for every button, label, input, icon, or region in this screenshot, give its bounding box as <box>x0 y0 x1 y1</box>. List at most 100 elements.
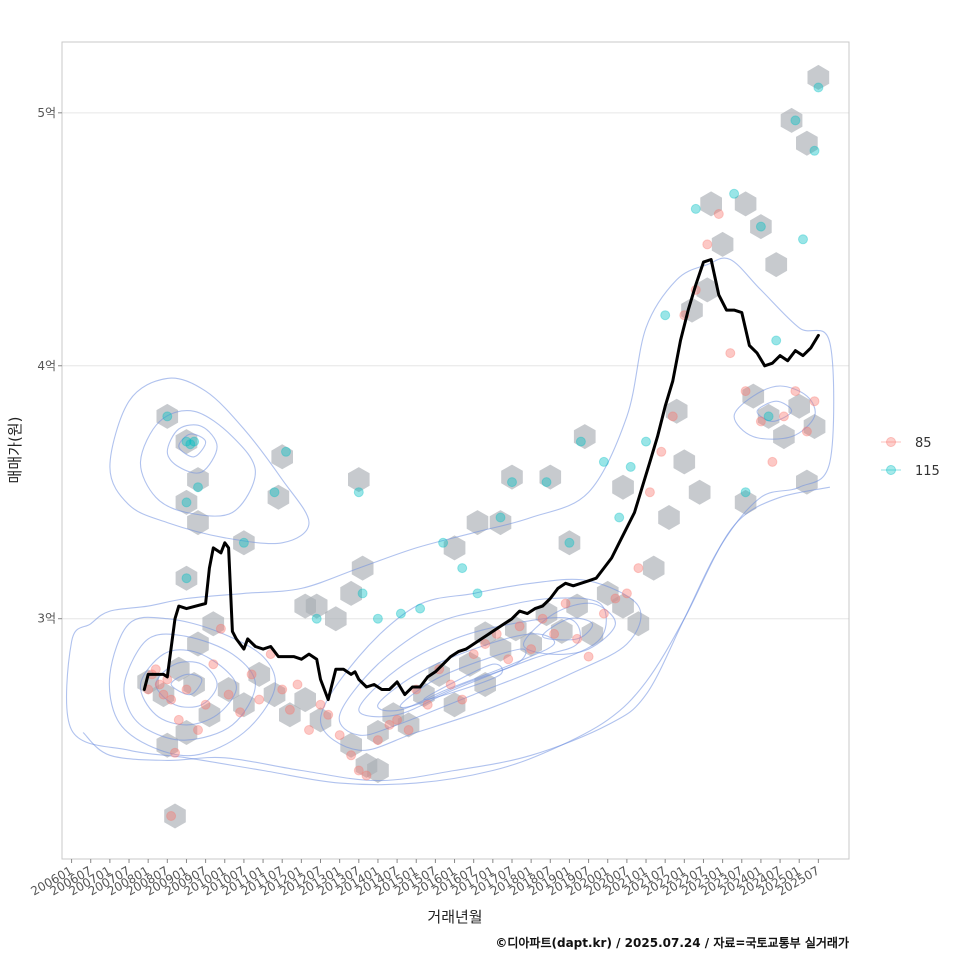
point-85-66 <box>809 396 820 407</box>
hexbin-50 <box>734 191 757 217</box>
density-contour-3 <box>139 410 256 517</box>
density-contour-17 <box>522 602 616 655</box>
point-115-28 <box>660 310 671 321</box>
hexbin-10 <box>233 692 255 718</box>
hexbin-45 <box>665 398 688 424</box>
point-115-31 <box>755 221 766 232</box>
hexbin-43 <box>673 449 696 475</box>
point-115-32 <box>771 335 782 346</box>
point-115-20 <box>507 477 517 488</box>
point-115-13 <box>372 613 383 624</box>
point-115-3 <box>189 436 200 447</box>
density-contour-20 <box>756 400 793 422</box>
hexbin-53 <box>780 107 803 133</box>
hexbin-3 <box>183 672 205 697</box>
point-115-16 <box>438 537 449 548</box>
point-85-46 <box>572 633 583 644</box>
density-contour-18 <box>542 617 594 641</box>
source-caption: ©디아파트(dapt.kr) / 2025.07.24 / 자료=국토교통부 실… <box>495 935 849 950</box>
point-115-18 <box>472 588 483 599</box>
point-85-25 <box>346 750 357 761</box>
point-85-37 <box>468 649 479 660</box>
point-115-15 <box>415 603 426 614</box>
point-115-23 <box>575 436 586 447</box>
point-85-19 <box>284 704 295 715</box>
point-85-41 <box>514 621 525 632</box>
density-contour-13 <box>358 617 581 718</box>
hexbin-5 <box>175 720 198 745</box>
hexbin-83 <box>367 758 389 783</box>
hexbin-4 <box>198 702 221 728</box>
hexbin-64 <box>175 429 198 455</box>
hexbin-58 <box>773 424 795 450</box>
legend-label-85: 85 <box>915 436 932 451</box>
density-contour-10 <box>170 673 203 696</box>
hexbin-66 <box>175 489 198 515</box>
series-85 <box>143 209 820 821</box>
point-85-58 <box>713 209 724 219</box>
point-85-57 <box>702 239 713 250</box>
hexbin-41 <box>642 555 665 581</box>
point-115-6 <box>181 573 192 584</box>
hexbin-79 <box>489 510 512 536</box>
hexbin-80 <box>612 474 634 500</box>
point-115-26 <box>625 461 636 472</box>
point-85-48 <box>598 608 609 619</box>
point-115-17 <box>457 563 468 574</box>
point-115-36 <box>813 82 824 93</box>
point-85-10 <box>200 699 211 710</box>
hexbin-59 <box>788 393 810 419</box>
hexbin-54 <box>796 130 818 156</box>
y-tick-label-0: 3억 <box>37 612 56 626</box>
point-115-38 <box>740 487 751 498</box>
hexbin-74 <box>539 464 562 490</box>
hexbin-55 <box>807 64 830 90</box>
hexbin-76 <box>573 424 596 450</box>
point-115-27 <box>641 436 651 447</box>
point-115-21 <box>541 477 552 488</box>
hexbin-37 <box>581 621 604 647</box>
density-contour-11 <box>319 578 642 751</box>
point-85-51 <box>633 563 644 574</box>
hexbin-14 <box>294 687 316 713</box>
hexbin-61 <box>734 489 757 515</box>
hexbin-39 <box>612 593 634 619</box>
point-115-29 <box>690 203 701 214</box>
point-115-10 <box>311 613 322 624</box>
point-85-50 <box>621 588 632 599</box>
density-contour-9 <box>155 661 218 708</box>
point-115-14 <box>395 608 406 619</box>
x-axis-title: 거래년월 <box>427 908 482 926</box>
point-85-60 <box>740 386 751 397</box>
hexbin-47 <box>696 277 719 303</box>
point-85-44 <box>549 628 560 639</box>
hexbin-19 <box>351 555 374 581</box>
point-85-13 <box>223 689 234 700</box>
point-115-4 <box>193 482 203 493</box>
hexbin-75 <box>558 530 581 556</box>
hexbin-13 <box>279 702 301 728</box>
y-axis-title: 매매가(원) <box>6 417 24 484</box>
point-115-5 <box>181 497 192 508</box>
point-85-52 <box>644 487 655 498</box>
point-85-4 <box>158 689 169 700</box>
point-85-16 <box>254 694 265 705</box>
point-85-49 <box>610 593 621 604</box>
point-85-14 <box>235 707 246 718</box>
hexbin-40 <box>627 611 650 637</box>
hexbin-36 <box>566 593 588 619</box>
density-contour-4 <box>166 424 218 474</box>
hexbin-18 <box>340 580 362 606</box>
point-85-28 <box>372 735 383 746</box>
legend-label-115: 115 <box>915 464 940 479</box>
point-115-11 <box>353 487 364 498</box>
hexbin-12 <box>263 682 286 708</box>
point-85-12 <box>215 623 226 634</box>
point-85-8 <box>181 684 192 695</box>
point-85-2 <box>150 664 161 675</box>
hexbin-81 <box>164 803 186 829</box>
density-contour-0 <box>65 257 835 786</box>
point-115-30 <box>729 188 740 199</box>
density-contour-7 <box>123 633 256 741</box>
